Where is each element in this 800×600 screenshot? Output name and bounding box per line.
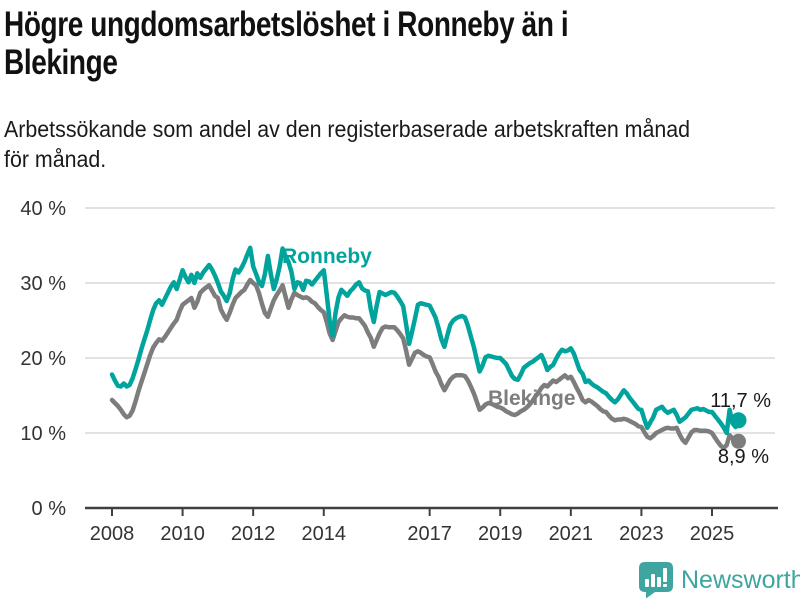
chart-subtitle: Arbetssökande som andel av den registerb… [4, 114, 767, 174]
newsworthy-logo: Newsworthy [638, 560, 800, 600]
y-tick-label: 20 % [20, 348, 66, 370]
x-tick-label: 2023 [619, 523, 664, 545]
x-tick-label: 2019 [478, 523, 523, 545]
series-line-blekinge [109, 277, 741, 451]
chart-subtitle-line1: Arbetssökande som andel av den registerb… [4, 116, 691, 142]
bar-chart-speech-bubble-icon [639, 562, 673, 599]
x-tick-label: 2010 [160, 523, 205, 545]
end-value-ronneby: 11,7 % [710, 390, 771, 412]
chart-subtitle-line2: för månad. [4, 146, 107, 172]
x-tick-label: 2014 [302, 523, 347, 545]
x-tick-label: 2025 [690, 523, 735, 545]
chart-title-line1: Högre ungdomsarbetslöshet i Ronneby än i [4, 5, 569, 44]
x-tick-label: 2017 [407, 523, 452, 545]
series-label-ronneby: Ronneby [282, 245, 372, 268]
end-value-blekinge: 8,9 % [717, 446, 769, 468]
brand-name: Newsworthy [681, 565, 800, 594]
series-line-ronneby [109, 245, 741, 436]
y-tick-label: 0 % [32, 498, 67, 520]
chart-title: Högre ungdomsarbetslöshet i Ronneby än i… [4, 5, 569, 82]
series-end-dot-ronneby [730, 412, 747, 429]
y-tick-label: 40 % [20, 198, 66, 220]
y-tick-label: 10 % [20, 423, 66, 445]
x-tick-label: 2021 [549, 523, 594, 545]
y-tick-label: 30 % [20, 273, 66, 295]
series-label-blekinge: Blekinge [488, 387, 576, 410]
x-tick-label: 2008 [90, 523, 135, 545]
series-end-dot-blekinge [731, 433, 746, 449]
x-tick-label: 2012 [231, 523, 276, 545]
chart-title-line2: Blekinge [4, 43, 118, 82]
